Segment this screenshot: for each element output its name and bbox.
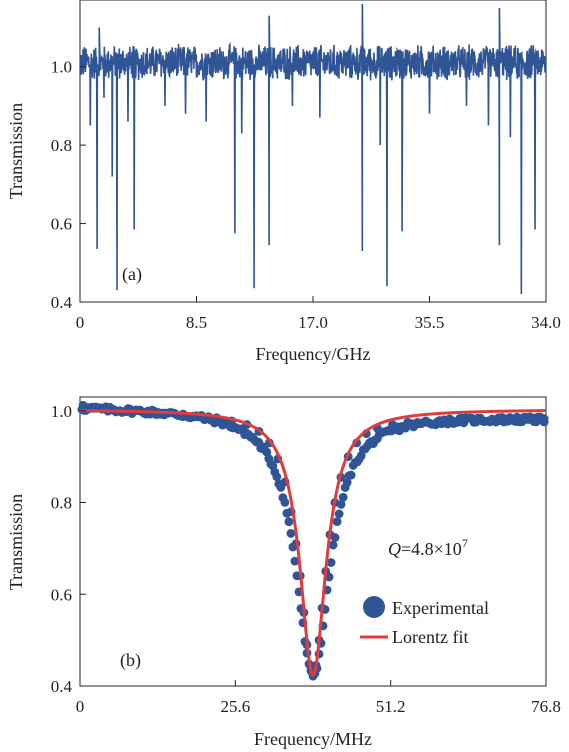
experimental-point — [326, 558, 336, 567]
panel-a-y-tick-label: 0.4 — [51, 293, 73, 312]
q-factor-annotation: Q=4.8×107 — [388, 536, 468, 559]
legend-label-experimental: Experimental — [392, 598, 489, 618]
experimental-point — [539, 414, 549, 423]
panel-b-label: (b) — [120, 650, 141, 671]
panel-a-x-ticks: 0 8.5 17.0 35.5 34.0 — [76, 296, 561, 332]
experimental-point — [530, 413, 540, 423]
experimental-point — [439, 415, 449, 425]
panel-a-y-tick-label: 0.8 — [51, 136, 72, 155]
panel-a-x-tick-label: 35.5 — [415, 313, 445, 332]
panel-b-x-tick-label: 25.6 — [220, 697, 250, 716]
panel-a-x-tick-label: 8.5 — [186, 313, 207, 332]
panel-a-x-tick-label: 34.0 — [531, 313, 561, 332]
panel-a-x-axis-label: Frequency/GHz — [256, 344, 371, 364]
panel-b-transmission-mhz: 0.4 0.6 0.8 1.0 0 25.6 51.2 76.8 (b) Q=4.8×107… — [6, 396, 561, 749]
experimental-point — [346, 470, 356, 480]
panel-b-x-tick-label: 0 — [76, 697, 85, 716]
panel-a-transmission-ghz: 0.4 0.6 0.8 1.0 0 8.5 17.0 35.5 34.0 (a) Freque… — [6, 0, 561, 364]
legend-label-lorentz-fit: Lorentz fit — [392, 627, 468, 647]
experimental-point — [403, 417, 413, 427]
panel-a-y-axis-label: Transmission — [6, 103, 26, 199]
q-exponent: 7 — [462, 536, 468, 550]
q-value: =4.8×10 — [401, 539, 462, 559]
experimental-point — [332, 517, 342, 527]
panel-b-x-ticks: 0 25.6 51.2 76.8 — [76, 680, 561, 716]
panel-a-y-tick-label: 1.0 — [51, 58, 72, 77]
panel-a-y-ticks: 0.4 0.6 0.8 1.0 — [51, 58, 86, 312]
lorentz-fit-line — [79, 409, 547, 678]
panel-b-y-tick-label: 0.4 — [51, 677, 73, 696]
experimental-point — [388, 420, 397, 429]
experimental-point — [476, 413, 485, 423]
experimental-point — [272, 472, 282, 482]
experimental-point — [78, 400, 88, 410]
panel-b-y-ticks: 0.4 0.6 0.8 1.0 — [51, 402, 86, 696]
panel-b-x-tick-label: 76.8 — [531, 697, 561, 716]
experimental-point — [290, 556, 300, 566]
experimental-point — [457, 414, 467, 424]
panel-b-plot-area — [77, 400, 549, 681]
panel-b-y-tick-label: 0.6 — [51, 585, 72, 604]
panel-b-y-tick-label: 1.0 — [51, 402, 72, 421]
panel-a-x-tick-label: 0 — [76, 313, 85, 332]
panel-a-label: (a) — [122, 264, 142, 285]
experimental-point — [342, 478, 352, 487]
panel-a-y-tick-label: 0.6 — [51, 215, 72, 234]
experimental-point — [286, 529, 296, 538]
experimental-point — [338, 492, 348, 502]
panel-b-y-tick-label: 0.8 — [51, 494, 72, 513]
panel-a-transmission-line — [79, 3, 547, 295]
experimental-point — [328, 540, 338, 550]
experimental-point — [284, 517, 294, 527]
q-symbol: Q — [388, 539, 401, 559]
experimental-point — [512, 412, 522, 422]
panel-b-x-tick-label: 51.2 — [376, 697, 406, 716]
panel-a-plot-area — [79, 3, 547, 295]
panel-b-frame — [79, 396, 547, 687]
experimental-point — [280, 497, 290, 507]
legend-marker-experimental — [363, 596, 385, 618]
panel-a-x-tick-label: 17.0 — [298, 313, 328, 332]
panel-a-frame — [79, 0, 547, 303]
panel-b-x-axis-label: Frequency/MHz — [254, 729, 372, 749]
experimental-point — [494, 413, 504, 423]
experimental-point — [334, 509, 344, 519]
panel-b-y-axis-label: Transmission — [6, 494, 26, 590]
experimental-point — [421, 416, 431, 426]
legend: Experimental Lorentz fit — [360, 596, 489, 647]
